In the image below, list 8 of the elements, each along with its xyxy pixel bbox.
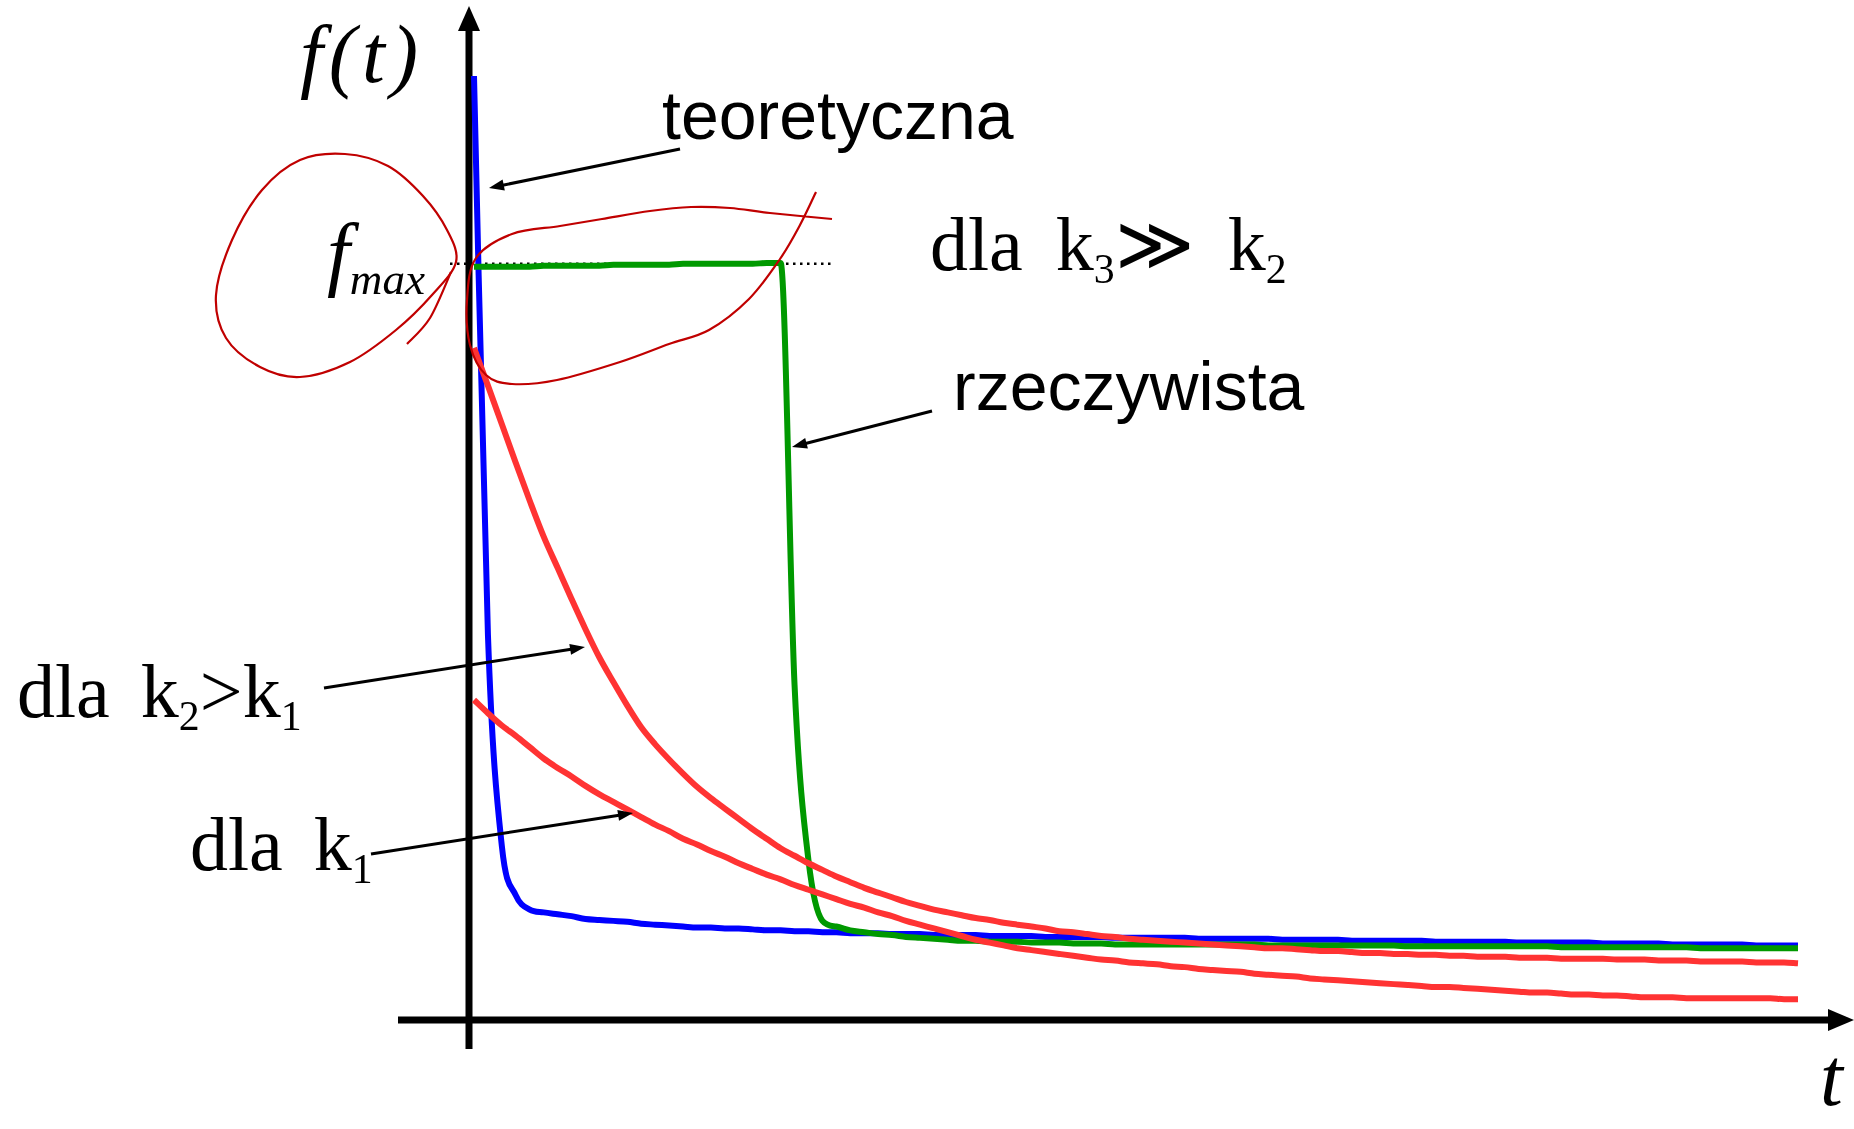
annotation: dla k$_{3}$≫ k$_{2}$ <box>930 202 1287 292</box>
x-axis-title: t <box>1820 1032 1843 1124</box>
text: dla k$_{2}$>k$_{1}$ <box>17 649 302 739</box>
annotation: rzeczywista <box>953 348 1305 425</box>
y-axis-title: f(t) <box>300 9 425 101</box>
text: dla k$_{1}$ <box>190 802 373 892</box>
ref-line-label: f$_{max}$ <box>327 207 425 304</box>
annotation: teoretyczna <box>662 77 1014 154</box>
